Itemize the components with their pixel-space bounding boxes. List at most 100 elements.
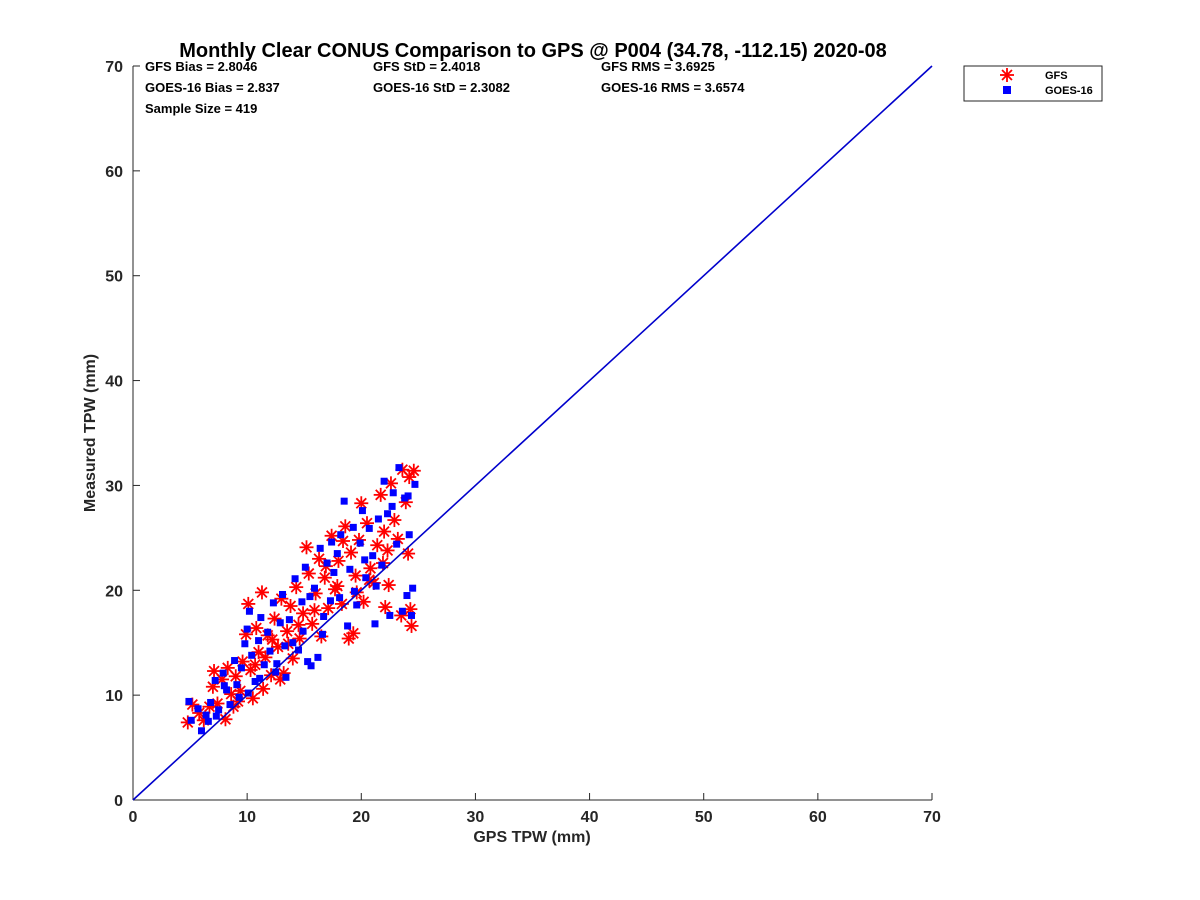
goes16-rms-stat: GOES-16 RMS = 3.6574 [601, 80, 745, 95]
goes16-point [211, 676, 219, 684]
gfs-point [283, 599, 298, 614]
goes16-point [257, 614, 265, 622]
goes16-point [187, 716, 195, 724]
goes16-point [307, 662, 315, 670]
goes16-point [371, 620, 379, 628]
goes16-point [281, 642, 289, 650]
goes16-point [260, 661, 268, 669]
goes16-point [295, 646, 303, 654]
gfs-bias-stat: GFS Bias = 2.8046 [145, 59, 257, 74]
goes16-point [282, 673, 290, 681]
goes16-point [395, 464, 403, 472]
legend-box [963, 65, 1103, 102]
goes16-point [380, 477, 388, 485]
goes16-point [272, 668, 280, 676]
goes16-point [301, 563, 309, 571]
goes16-point [404, 492, 412, 500]
goes16-point [194, 705, 202, 713]
legend-goes16-label: GOES-16 [1045, 85, 1093, 97]
goes16-point [393, 540, 401, 548]
goes16-point [233, 681, 241, 689]
goes16-point [245, 607, 253, 615]
gfs-point [344, 545, 359, 560]
goes16-point [349, 523, 357, 531]
goes16-point [326, 597, 334, 605]
gfs-point [338, 519, 353, 534]
gfs-point [383, 476, 398, 491]
gfs-point [402, 470, 417, 485]
goes16-point [235, 693, 243, 701]
goes16-point [298, 598, 306, 606]
goes16-point [231, 657, 239, 665]
goes16-point [389, 489, 397, 497]
gfs-point [370, 538, 385, 553]
gfs-std-stat: GFS StD = 2.4018 [373, 59, 480, 74]
goes16-point [269, 599, 277, 607]
goes16-point [353, 601, 361, 609]
goes16-point [212, 712, 220, 720]
goes16-point [204, 717, 212, 725]
legend-gfs-label: GFS [1045, 70, 1068, 82]
gfs-point [289, 580, 304, 595]
gfs-point [305, 616, 320, 631]
goes16-point [330, 568, 338, 576]
goes16-point [207, 698, 215, 706]
goes16-point [241, 640, 249, 648]
goes16-point [323, 559, 331, 567]
gfs-point [273, 672, 288, 687]
gfs-point [307, 603, 322, 618]
x-tick-label: 40 [581, 809, 599, 826]
goes16-point [251, 678, 259, 686]
goes16-point [314, 653, 322, 661]
goes16-point [291, 575, 299, 583]
y-tick-label: 10 [105, 688, 123, 705]
x-tick-label: 70 [923, 809, 941, 826]
gfs-point [312, 551, 327, 566]
x-tick-label: 50 [695, 809, 713, 826]
x-tick-label: 10 [238, 809, 256, 826]
goes16-point [340, 497, 348, 505]
goes16-point [405, 531, 413, 539]
legend: GFS GOES-16 [963, 65, 1103, 102]
goes16-point [320, 613, 328, 620]
goes16-point [369, 552, 377, 560]
goes16-point [215, 706, 223, 714]
goes16-point [378, 561, 386, 569]
chart-title: Monthly Clear CONUS Comparison to GPS @ … [179, 40, 887, 62]
goes16-point [361, 556, 369, 564]
goes16-point [346, 565, 354, 573]
x-tick-label: 20 [352, 809, 370, 826]
legend-gfs-asterisk [1000, 68, 1014, 82]
goes16-point [273, 660, 281, 668]
gfs-point [280, 624, 295, 639]
gfs-point [401, 546, 416, 561]
gfs-point [387, 513, 402, 528]
gfs-point [363, 561, 378, 576]
goes16-point [318, 630, 326, 638]
y-tick-label: 20 [105, 583, 123, 600]
y-ticks: 0 10 20 30 40 50 60 70 [105, 59, 140, 810]
axes [132, 66, 932, 801]
goes16-point [362, 574, 370, 582]
gfs-point [296, 606, 311, 621]
gfs-point [249, 621, 264, 636]
goes16-point [403, 592, 411, 600]
gfs-point [373, 487, 388, 502]
y-axis-label: Measured TPW (mm) [82, 354, 99, 512]
legend-gfs-marker [1000, 68, 1014, 82]
gfs-point [330, 579, 345, 594]
goes16-point [358, 507, 366, 515]
goes16-point [372, 582, 380, 590]
goes16-point [306, 593, 314, 601]
goes16-point [304, 658, 312, 666]
y-tick-label: 60 [105, 164, 123, 181]
goes16-point [411, 480, 419, 488]
goes16-point [333, 550, 341, 558]
gfs-rms-stat: GFS RMS = 3.6925 [601, 59, 715, 74]
goes16-point [226, 701, 234, 709]
goes16-point [243, 625, 251, 633]
x-tick-label: 30 [467, 809, 485, 826]
gfs-point [380, 543, 395, 558]
y-tick-label: 0 [114, 793, 123, 810]
statistics-block: GFS Bias = 2.8046 GFS StD = 2.4018 GFS R… [145, 59, 745, 116]
